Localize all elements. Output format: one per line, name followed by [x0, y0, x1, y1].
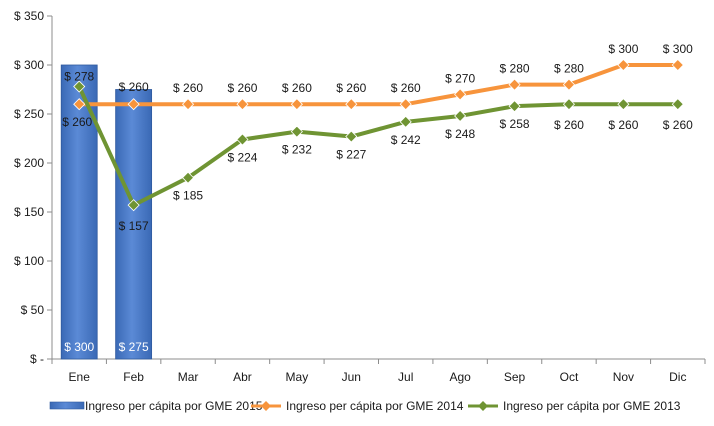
point-marker: [127, 98, 140, 111]
point-marker: [73, 98, 86, 111]
line-data-label: $ 242: [391, 133, 421, 147]
y-tick-label: $ 250: [14, 107, 44, 121]
x-tick-label: May: [286, 370, 309, 384]
legend-swatch: [49, 401, 85, 410]
x-tick-label: Ago: [449, 370, 471, 384]
point-marker: [399, 98, 412, 111]
line-data-label: $ 260: [391, 81, 421, 95]
point-marker: [181, 98, 195, 111]
line-data-label: $ 232: [282, 143, 312, 157]
line-data-label: $ 260: [119, 80, 149, 94]
point-marker: [617, 58, 630, 72]
line-data-label: $ 260: [608, 118, 638, 132]
y-tick-label: $ 200: [14, 156, 44, 170]
point-marker: [508, 100, 521, 113]
point-marker: [671, 58, 684, 72]
line-data-label: $ 258: [500, 117, 530, 131]
x-tick-label: Ene: [69, 370, 91, 384]
series-line: [79, 63, 678, 107]
x-tick-label: Nov: [613, 370, 634, 384]
point-marker: [290, 98, 303, 111]
point-marker: [508, 78, 521, 91]
bar-data-label: $ 275: [119, 340, 149, 354]
x-tick-label: Jul: [398, 370, 413, 384]
x-tick-label: Sep: [504, 370, 526, 384]
series-line: [77, 85, 678, 208]
line-data-label: $ 260: [227, 81, 257, 95]
legend-label: Ingreso per cápita por GME 2013: [503, 399, 681, 413]
line-data-label: $ 280: [500, 62, 530, 76]
x-tick-label: Mar: [178, 370, 199, 384]
point-marker: [236, 98, 249, 111]
y-tick-label: $ -: [30, 352, 44, 366]
line-data-label: $ 280: [554, 62, 584, 76]
line-data-label: $ 270: [445, 71, 475, 85]
line-data-label: $ 260: [173, 81, 203, 95]
x-tick-label: Abr: [233, 370, 252, 384]
bar: [115, 89, 153, 360]
legend-marker: [261, 401, 271, 411]
y-tick-label: $ 50: [21, 303, 45, 317]
line-data-label: $ 157: [119, 219, 149, 233]
y-tick-label: $ 100: [14, 254, 44, 268]
point-marker: [399, 115, 412, 128]
legend: Ingreso per cápita por GME 2015 Ingreso p…: [49, 399, 681, 413]
line-data-label: $ 260: [336, 81, 366, 95]
point-marker: [345, 130, 358, 143]
line-data-label: $ 185: [173, 189, 203, 203]
line-data-label: $ 227: [336, 148, 366, 162]
legend-label: Ingreso per cápita por GME 2014: [286, 399, 464, 413]
x-tick-label: Oct: [560, 370, 579, 384]
line-data-label: $ 278: [64, 70, 94, 84]
point-marker: [345, 98, 358, 111]
bar-data-label: $ 300: [64, 340, 94, 354]
point-marker: [236, 133, 249, 146]
line-series: [73, 58, 684, 212]
point-marker: [617, 98, 630, 111]
y-tick-label: $ 350: [14, 9, 44, 23]
line-data-label: $ 260: [282, 81, 312, 95]
x-tick-label: Jun: [342, 370, 361, 384]
line-data-label: $ 260: [62, 115, 92, 129]
line-data-label: $ 260: [554, 118, 584, 132]
y-tick-label: $ 150: [14, 205, 44, 219]
line-data-label: $ 224: [227, 150, 257, 164]
line-data-label: $ 300: [608, 42, 638, 56]
x-tick-label: Dic: [669, 370, 686, 384]
data-labels: $ 300 $ 275 $ 260 $ 278 $ 260 $ 157 $ 260 $ 185…: [62, 42, 693, 354]
line-data-label: $ 300: [663, 42, 693, 56]
line-data-label: $ 248: [445, 127, 475, 141]
point-marker: [454, 88, 467, 101]
legend-marker: [478, 401, 488, 411]
point-marker: [562, 98, 576, 111]
point-marker: [181, 171, 195, 184]
x-tick-label: Feb: [123, 370, 144, 384]
axes: $ - $ 50 $ 100 $ 150 $ 200 $ 250 $ 300 $ 350 Ene…: [14, 9, 706, 384]
line-data-label: $ 260: [663, 118, 693, 132]
point-marker: [73, 80, 86, 93]
point-marker: [127, 199, 140, 212]
point-marker: [562, 78, 576, 91]
legend-label: Ingreso per cápita por GME 2015: [85, 399, 263, 413]
bar-series: [60, 64, 153, 360]
y-tick-label: $ 300: [14, 58, 44, 72]
point-marker: [671, 98, 684, 111]
point-marker: [454, 109, 467, 123]
point-marker: [290, 125, 303, 138]
